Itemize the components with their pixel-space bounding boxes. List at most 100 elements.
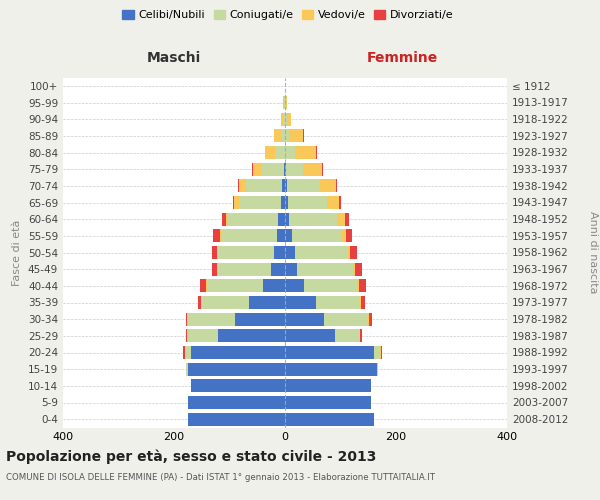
Bar bbox=[282, 180, 285, 192]
Bar bbox=[184, 346, 185, 359]
Bar bbox=[285, 262, 297, 276]
Bar bbox=[320, 180, 335, 192]
Bar bbox=[377, 362, 378, 376]
Bar bbox=[285, 330, 335, 342]
Bar bbox=[285, 346, 374, 359]
Bar bbox=[238, 180, 239, 192]
Bar bbox=[289, 212, 337, 226]
Bar bbox=[281, 112, 283, 126]
Bar bbox=[188, 330, 218, 342]
Bar bbox=[285, 196, 288, 209]
Bar bbox=[285, 162, 286, 175]
Bar bbox=[341, 230, 346, 242]
Bar bbox=[360, 296, 361, 309]
Bar bbox=[200, 280, 206, 292]
Bar bbox=[212, 262, 217, 276]
Bar bbox=[229, 212, 278, 226]
Bar bbox=[220, 230, 221, 242]
Bar bbox=[281, 196, 285, 209]
Bar bbox=[283, 112, 285, 126]
Bar bbox=[374, 346, 380, 359]
Bar bbox=[274, 246, 285, 259]
Bar bbox=[278, 212, 285, 226]
Y-axis label: Fasce di età: Fasce di età bbox=[13, 220, 22, 286]
Bar bbox=[239, 180, 246, 192]
Bar bbox=[262, 162, 284, 175]
Bar bbox=[218, 262, 271, 276]
Bar bbox=[277, 230, 285, 242]
Bar bbox=[253, 162, 262, 175]
Bar bbox=[295, 246, 348, 259]
Bar bbox=[185, 346, 191, 359]
Bar bbox=[288, 196, 326, 209]
Bar bbox=[350, 246, 357, 259]
Bar bbox=[345, 212, 349, 226]
Bar bbox=[369, 312, 371, 326]
Bar bbox=[188, 362, 285, 376]
Bar bbox=[335, 330, 360, 342]
Bar bbox=[284, 162, 285, 175]
Bar bbox=[337, 212, 345, 226]
Bar bbox=[283, 96, 284, 109]
Bar bbox=[281, 130, 285, 142]
Bar bbox=[286, 162, 303, 175]
Bar bbox=[348, 246, 350, 259]
Bar bbox=[297, 262, 353, 276]
Bar bbox=[322, 162, 323, 175]
Bar bbox=[357, 280, 359, 292]
Bar bbox=[285, 280, 304, 292]
Bar bbox=[324, 312, 368, 326]
Legend: Celibi/Nubili, Coniugati/e, Vedovi/e, Divorziati/e: Celibi/Nubili, Coniugati/e, Vedovi/e, Di… bbox=[118, 6, 458, 25]
Bar bbox=[285, 112, 287, 126]
Bar bbox=[188, 412, 285, 426]
Bar bbox=[285, 396, 371, 409]
Bar bbox=[285, 246, 295, 259]
Bar bbox=[326, 196, 339, 209]
Bar bbox=[239, 196, 281, 209]
Bar bbox=[285, 130, 289, 142]
Bar bbox=[295, 146, 316, 159]
Bar bbox=[285, 180, 287, 192]
Bar bbox=[335, 180, 337, 192]
Bar bbox=[263, 280, 285, 292]
Bar bbox=[199, 296, 201, 309]
Bar bbox=[359, 280, 366, 292]
Bar bbox=[217, 246, 218, 259]
Bar bbox=[208, 280, 263, 292]
Bar bbox=[287, 180, 320, 192]
Bar bbox=[185, 312, 187, 326]
Bar bbox=[285, 412, 374, 426]
Bar bbox=[353, 262, 355, 276]
Y-axis label: Anni di nascita: Anni di nascita bbox=[588, 211, 598, 294]
Bar bbox=[361, 330, 362, 342]
Bar bbox=[285, 296, 316, 309]
Text: Femmine: Femmine bbox=[367, 51, 437, 65]
Bar bbox=[275, 146, 285, 159]
Bar bbox=[202, 296, 249, 309]
Bar bbox=[304, 280, 357, 292]
Bar bbox=[206, 280, 208, 292]
Bar bbox=[213, 230, 220, 242]
Bar bbox=[285, 312, 324, 326]
Bar bbox=[217, 262, 218, 276]
Bar bbox=[233, 196, 235, 209]
Bar bbox=[218, 246, 274, 259]
Bar bbox=[303, 162, 322, 175]
Bar bbox=[355, 262, 362, 276]
Bar bbox=[218, 330, 285, 342]
Bar bbox=[339, 196, 341, 209]
Bar bbox=[188, 396, 285, 409]
Bar bbox=[235, 196, 239, 209]
Bar bbox=[361, 296, 365, 309]
Bar bbox=[287, 112, 291, 126]
Bar bbox=[212, 246, 217, 259]
Bar bbox=[292, 230, 341, 242]
Bar bbox=[186, 362, 188, 376]
Text: Maschi: Maschi bbox=[147, 51, 201, 65]
Bar bbox=[226, 212, 229, 226]
Bar bbox=[289, 130, 304, 142]
Bar bbox=[285, 212, 289, 226]
Bar bbox=[188, 312, 235, 326]
Bar bbox=[186, 330, 187, 342]
Bar bbox=[285, 146, 295, 159]
